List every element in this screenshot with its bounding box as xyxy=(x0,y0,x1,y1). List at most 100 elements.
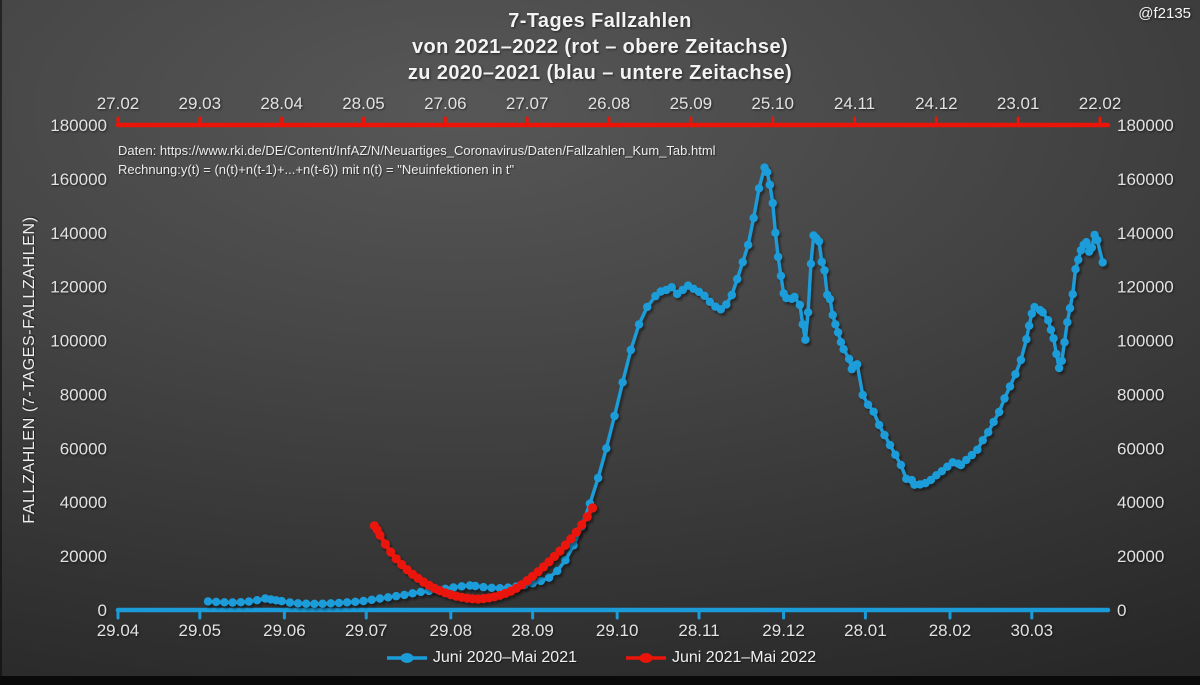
formula-line: Rechnung:y(t) = (n(t)+n(t-1)+...+n(t-6))… xyxy=(118,162,515,177)
chart-title-line3: zu 2020–2021 (blau – untere Zeitachse) xyxy=(407,62,793,84)
author-watermark: @f2135 xyxy=(1138,5,1191,22)
chart-title-line1: 7-Tages Fallzahlen xyxy=(508,10,692,32)
blue-series-point xyxy=(667,283,676,292)
red-series-marker-icon xyxy=(626,653,666,663)
blue-series-point xyxy=(967,450,976,460)
top-axis-tick-label: 24.12 xyxy=(915,94,958,113)
blue-series-point xyxy=(839,345,848,354)
red-series-point xyxy=(386,547,396,557)
red-series-point xyxy=(571,527,581,537)
blue-series-point xyxy=(1098,258,1107,267)
blue-series xyxy=(203,163,1107,608)
blue-series-point xyxy=(844,354,854,364)
blue-series-point xyxy=(831,320,840,329)
blue-series-point xyxy=(700,291,709,300)
red-series-point xyxy=(380,539,390,549)
blue-series-point xyxy=(326,599,335,608)
blue-series-point xyxy=(874,420,884,430)
red-series-point xyxy=(391,554,401,564)
blue-series-point xyxy=(618,378,627,387)
bottom-axis-tick-label: 29.06 xyxy=(263,621,306,640)
blue-series-point xyxy=(351,597,360,606)
top-axis-tick-label: 27.06 xyxy=(424,94,467,113)
y-axis-tick-label-right: 20000 xyxy=(1117,547,1164,566)
blue-series-point xyxy=(610,411,619,421)
chart-title-line2: von 2021–2022 (rot – obere Zeitachse) xyxy=(411,36,789,58)
legend-item-blue-series: Juni 2020–Mai 2021 xyxy=(384,649,577,667)
blue-series-point xyxy=(1005,382,1015,391)
blue-series-point xyxy=(798,320,807,329)
blue-series-point xyxy=(626,345,635,355)
blue-series-point xyxy=(994,407,1004,417)
blue-series-point xyxy=(773,252,783,262)
red-series-point xyxy=(582,512,592,522)
blue-series-point xyxy=(795,300,805,310)
blue-series-point xyxy=(768,198,777,208)
blue-series-point xyxy=(978,436,987,445)
blue-series-point xyxy=(471,581,480,591)
blue-series-point xyxy=(487,583,496,592)
blue-series-point xyxy=(765,180,775,189)
y-axis-tick-label-right: 0 xyxy=(1117,601,1126,620)
blue-series-point xyxy=(318,599,327,608)
chart-title: 7-Tages Fallzahlen von 2021–2022 (rot – … xyxy=(0,8,1200,86)
blue-series-point xyxy=(553,566,562,576)
bottom-axis-tick-label: 29.04 xyxy=(97,621,140,640)
bottom-axis-tick-label: 29.08 xyxy=(430,621,473,640)
blue-series-point xyxy=(828,310,837,320)
blue-series-point xyxy=(602,444,611,453)
blue-series-point xyxy=(817,257,826,267)
top-axis-tick-label: 26.08 xyxy=(588,94,631,113)
blue-series-point xyxy=(293,599,303,608)
data-source-line: Daten: https://www.rki.de/DE/Content/Inf… xyxy=(118,143,716,158)
blue-series-point xyxy=(1082,238,1091,247)
top-axis-tick-label: 25.10 xyxy=(751,94,794,113)
blue-series-point xyxy=(749,213,758,223)
blue-series-point xyxy=(1049,334,1058,343)
blue-series-point xyxy=(806,259,816,268)
left-edge-vignette xyxy=(0,0,2,685)
blue-series-point xyxy=(771,228,780,237)
blue-series-point xyxy=(896,460,906,470)
blue-series-point xyxy=(203,597,213,606)
red-series-point xyxy=(555,546,565,556)
blue-series-point xyxy=(561,556,570,565)
blue-series-point xyxy=(836,338,846,347)
bottom-axis-tick-label: 29.12 xyxy=(762,621,805,640)
blue-series-point xyxy=(754,184,764,193)
blue-series-point xyxy=(790,292,799,302)
blue-series-point xyxy=(814,237,824,246)
y-axis-tick-label-left: 120000 xyxy=(50,278,107,297)
blue-series-line xyxy=(207,165,1105,606)
blue-series-point xyxy=(1087,243,1097,252)
blue-series-point xyxy=(359,596,368,606)
chart-legend: Juni 2020–Mai 2021 Juni 2021–Mai 2022 xyxy=(0,649,1200,667)
blue-series-point xyxy=(449,583,458,592)
blue-series-point xyxy=(593,473,603,483)
blue-series-point xyxy=(738,257,747,267)
blue-series-point xyxy=(1000,394,1009,403)
blue-series-point xyxy=(716,305,725,314)
blue-series-point xyxy=(334,598,344,608)
blue-series-point xyxy=(1060,338,1069,347)
top-axis-tick-label: 23.01 xyxy=(997,94,1040,113)
y-axis-tick-label-left: 180000 xyxy=(50,116,107,135)
y-axis-tick-label-right: 140000 xyxy=(1117,224,1174,243)
blue-series-marker-icon xyxy=(386,653,427,663)
legend-item-red-series: Juni 2021–Mai 2022 xyxy=(623,649,816,667)
y-axis-tick-label-left: 40000 xyxy=(60,493,107,512)
y-axis-tick-label-left: 100000 xyxy=(50,332,107,351)
blue-series-point xyxy=(727,290,736,300)
y-axis-tick-label-left: 140000 xyxy=(50,224,107,243)
y-axis-tick-label-right: 80000 xyxy=(1117,385,1164,404)
y-axis-tick-label-right: 180000 xyxy=(1117,116,1174,135)
data-source-annotation: Daten: https://www.rki.de/DE/Content/Inf… xyxy=(118,141,716,179)
blue-series-point xyxy=(1093,235,1102,245)
blue-series-point xyxy=(1024,321,1034,330)
red-series-point xyxy=(566,534,576,544)
blue-series-point xyxy=(733,274,742,284)
bottom-axis-tick-label: 29.07 xyxy=(345,621,388,640)
blue-series-point xyxy=(457,582,466,591)
blue-series-point xyxy=(544,573,554,582)
